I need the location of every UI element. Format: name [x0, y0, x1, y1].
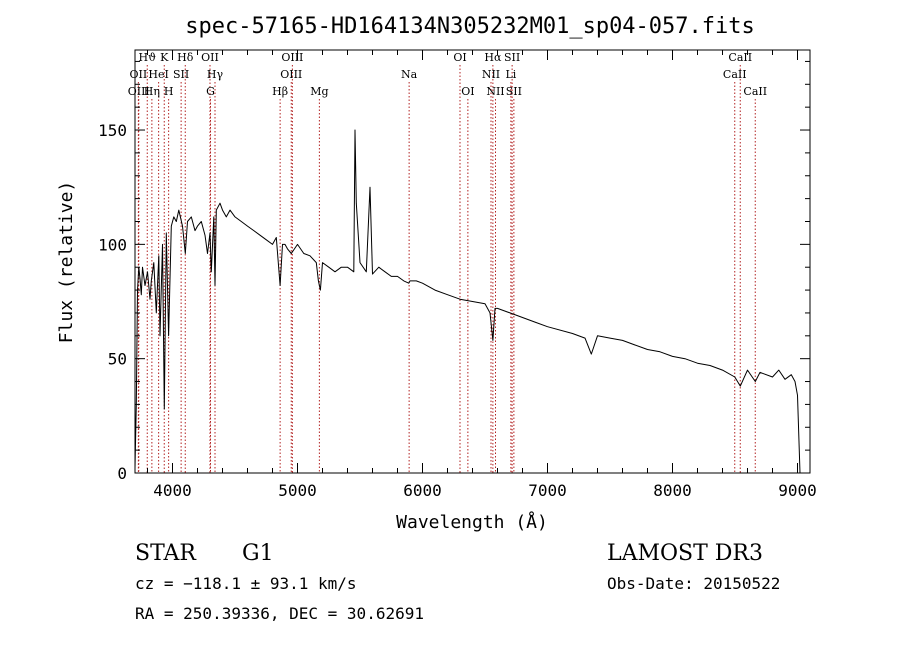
y-tick-label: 100 [98, 235, 127, 254]
flux-line [134, 129, 801, 474]
spectral-line-label: CaII [728, 51, 752, 64]
spectral-line-label: SII [173, 68, 189, 81]
spectral-line-label: Hϑ [139, 51, 157, 64]
spectral-line-label: SII [504, 51, 520, 64]
spectral-line-label: OIII [281, 51, 303, 64]
spectral-line-label: OIII [128, 85, 150, 98]
y-tick-label: 50 [108, 350, 127, 369]
spectral-line-label: OIII [280, 68, 302, 81]
axis-ticks: 4000 5000 6000 7000 8000 9000 0 50 100 150 [98, 50, 817, 500]
spectral-line-label: OI [461, 85, 474, 98]
x-tick-label: 7000 [528, 481, 567, 500]
spectral-line-label: G [206, 85, 215, 98]
spectral-line-label: Hβ [272, 85, 288, 98]
plot-frame [134, 49, 811, 474]
spectral-line-label: OI [453, 51, 466, 64]
spectral-line-label: Na [401, 68, 418, 81]
spectral-line-label: HeI [148, 68, 168, 81]
x-tick-label: 4000 [153, 481, 192, 500]
object-class: STAR [135, 541, 197, 566]
spectral-line-label: H [164, 85, 174, 98]
chart-title: spec-57165-HD164134N305232M01_sp04-057.f… [185, 14, 755, 39]
x-tick-label: 9000 [778, 481, 817, 500]
object-subclass: G1 [242, 541, 274, 566]
spectral-line-label: NII [482, 68, 500, 81]
spectral-line-label: CaII [743, 85, 767, 98]
y-tick-label: 150 [98, 121, 127, 140]
survey-name: LAMOST DR3 [607, 541, 763, 566]
spectral-line-label: Hη [144, 85, 160, 98]
spectral-line-label: NII [486, 85, 504, 98]
x-axis-label: Wavelength (Å) [396, 511, 548, 533]
flux-series [134, 129, 801, 474]
spectral-line-label: OII [201, 51, 219, 64]
spectral-line-label: K [160, 51, 169, 64]
redshift-readout: cz = −118.1 ± 93.1 km/s [135, 574, 357, 593]
spectral-line-label: SII [506, 85, 522, 98]
y-axis-label: Flux (relative) [56, 181, 77, 344]
spectral-line-label: Hδ [177, 51, 194, 64]
spectral-line-label: Li [505, 68, 516, 81]
x-tick-label: 5000 [278, 481, 317, 500]
spectral-line-label: Mg [310, 85, 328, 98]
spectral-line-label: CaII [723, 68, 747, 81]
spectral-line-label: Hα [484, 51, 502, 64]
x-tick-label: 6000 [403, 481, 442, 500]
coordinates: RA = 250.39336, DEC = 30.62691 [135, 604, 424, 623]
obs-date: Obs-Date: 20150522 [607, 574, 780, 593]
spectral-line-label: Hγ [207, 68, 224, 81]
spectral-line-label: OII [130, 68, 148, 81]
x-tick-label: 8000 [653, 481, 692, 500]
y-tick-label: 0 [117, 464, 127, 483]
